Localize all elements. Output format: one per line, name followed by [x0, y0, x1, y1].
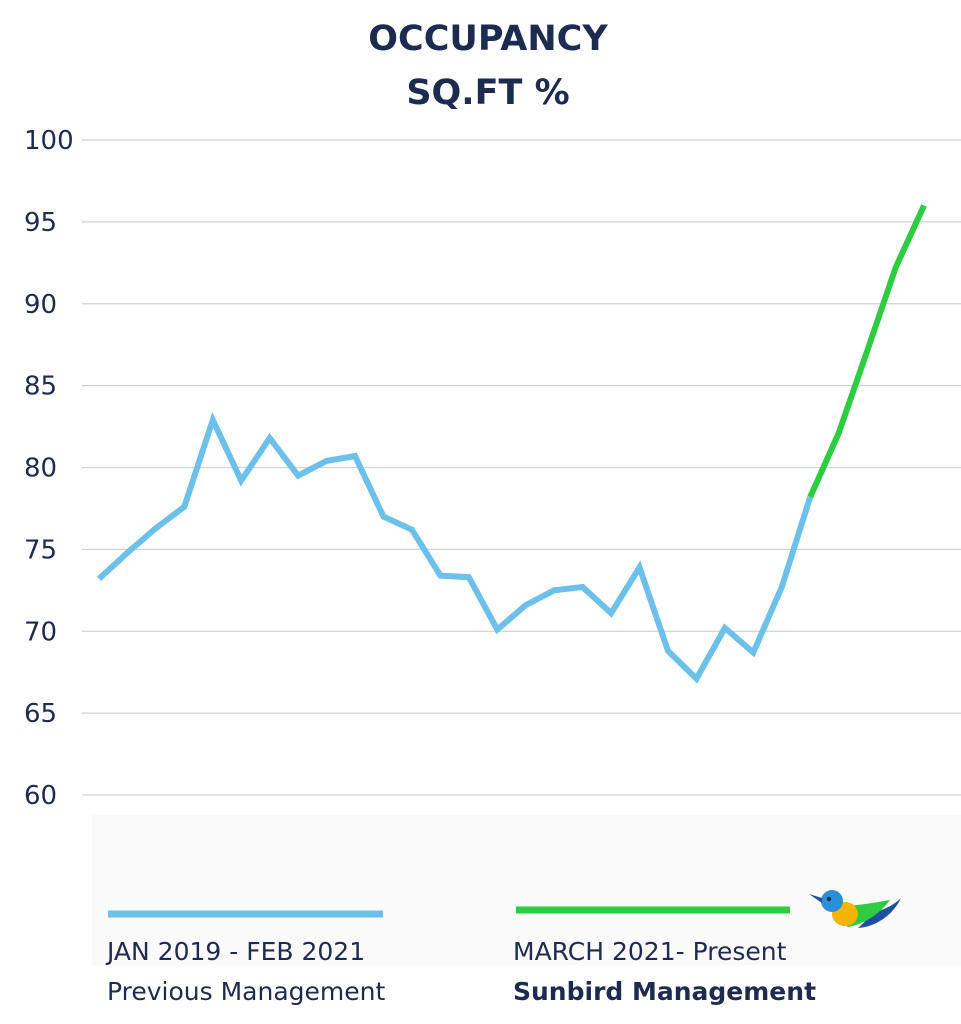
- grid-lines: [82, 139, 961, 796]
- bird-eye-icon: [826, 896, 832, 902]
- bird-tail-icon: [858, 898, 901, 928]
- bird-beak-icon: [809, 894, 822, 903]
- legend-previous-period: JAN 2019 - FEB 2021: [105, 937, 365, 966]
- y-tick-65: 65: [24, 699, 57, 729]
- y-tick-80: 80: [24, 454, 57, 484]
- y-tick-100: 100: [24, 126, 74, 156]
- series-line-sunbird-management: [807, 204, 927, 499]
- legend-sunbird-period: MARCH 2021- Present: [513, 937, 787, 966]
- series-line-previous-management: [96, 411, 814, 684]
- legend-background: [92, 815, 961, 965]
- y-tick-75: 75: [24, 535, 57, 565]
- legend-sunbird-label: Sunbird Management: [513, 977, 816, 1006]
- sunbird-logo: [809, 890, 901, 928]
- chart-title-line1: OCCUPANCY: [368, 19, 608, 59]
- legend-previous-label: Previous Management: [107, 977, 385, 1006]
- y-tick-90: 90: [24, 290, 57, 320]
- chart-title-line2: SQ.FT %: [406, 73, 569, 113]
- y-axis-ticks: 100 95 90 85 80 75 70 65 60: [24, 126, 74, 811]
- y-tick-60: 60: [24, 781, 57, 811]
- y-tick-70: 70: [24, 617, 57, 647]
- y-tick-85: 85: [24, 372, 57, 402]
- bird-head-icon: [821, 890, 843, 912]
- series-lines: [96, 204, 927, 684]
- y-tick-95: 95: [24, 208, 57, 238]
